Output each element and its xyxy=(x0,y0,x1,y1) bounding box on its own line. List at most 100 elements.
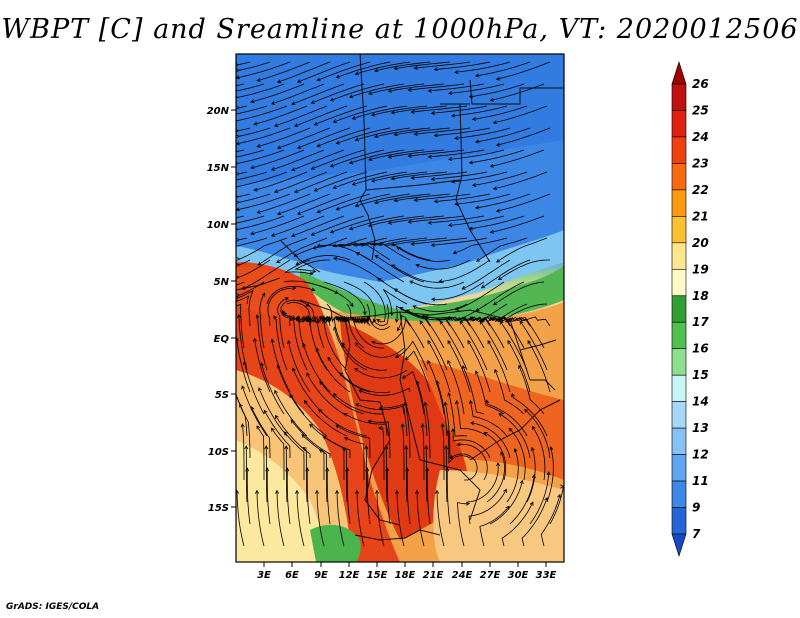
streamline-arrow xyxy=(384,445,389,450)
streamline-arrow xyxy=(260,362,265,367)
streamline xyxy=(378,427,385,480)
streamline xyxy=(466,462,499,503)
streamline-arrow xyxy=(354,367,359,372)
streamline-arrow xyxy=(309,423,314,428)
streamline xyxy=(408,149,465,157)
colorbar-swatch xyxy=(671,136,687,164)
streamline xyxy=(376,490,385,547)
colorbar-swatch xyxy=(671,242,687,270)
streamline xyxy=(379,403,408,437)
streamline-arrow xyxy=(438,279,443,284)
streamline xyxy=(306,372,345,415)
streamline-arrow xyxy=(396,246,401,251)
colorbar-label: 18 xyxy=(692,289,709,303)
streamline-arrow xyxy=(313,121,318,126)
streamline-arrow xyxy=(404,356,409,361)
streamline-arrow xyxy=(373,134,379,139)
streamline xyxy=(416,259,471,270)
streamline-arrow xyxy=(236,171,241,176)
streamline-arrow xyxy=(354,203,359,208)
streamline xyxy=(371,318,411,345)
streamline xyxy=(276,490,285,547)
streamline-arrow xyxy=(467,339,472,345)
streamline-arrow xyxy=(489,163,495,168)
streamline-arrow xyxy=(319,380,324,385)
streamline xyxy=(365,445,368,503)
lon-label-30e: 30E xyxy=(508,570,529,581)
streamline xyxy=(271,427,285,480)
lon-label-33e: 33E xyxy=(536,570,557,581)
streamline xyxy=(426,468,431,525)
streamline-arrow xyxy=(529,501,534,506)
streamline-arrow xyxy=(315,347,320,352)
streamline xyxy=(447,316,485,349)
streamline-arrow xyxy=(436,317,441,322)
streamline xyxy=(487,340,511,393)
streamline-arrow xyxy=(342,316,346,321)
colorbar-label: 19 xyxy=(692,262,709,276)
streamline xyxy=(406,309,445,349)
streamline-arrow xyxy=(243,360,247,366)
streamline-arrow xyxy=(365,467,370,472)
streamline-arrow xyxy=(258,387,262,392)
streamline-arrow xyxy=(447,359,451,365)
streamline xyxy=(256,425,265,480)
streamline xyxy=(479,320,508,371)
streamline-arrow xyxy=(301,434,306,439)
streamline-arrow xyxy=(335,74,340,79)
streamline-arrow xyxy=(496,462,501,467)
lon-tick: 12E xyxy=(339,562,360,581)
streamline xyxy=(475,127,531,143)
streamline xyxy=(302,447,308,503)
streamline xyxy=(527,340,551,393)
streamline-arrow xyxy=(387,88,392,93)
streamline xyxy=(342,316,365,349)
streamline xyxy=(428,83,485,92)
streamline-arrow xyxy=(359,243,364,247)
streamline xyxy=(382,288,408,316)
streamline-arrow xyxy=(413,197,418,202)
streamline xyxy=(472,105,528,120)
streamline-arrow xyxy=(489,97,495,102)
streamline xyxy=(257,61,311,82)
streamline-arrow xyxy=(236,299,239,303)
streamline xyxy=(457,443,488,481)
streamline-arrow xyxy=(492,120,498,125)
streamline-arrow xyxy=(427,220,432,225)
colorbar-label: 12 xyxy=(692,448,709,462)
streamline-arrow xyxy=(531,425,536,431)
streamline-arrow xyxy=(410,109,415,114)
colorbar-label: 14 xyxy=(692,395,709,409)
streamline xyxy=(250,149,305,169)
streamline xyxy=(355,193,411,207)
streamline xyxy=(402,423,405,480)
streamline-arrow xyxy=(255,314,260,319)
streamline-arrow xyxy=(433,199,438,204)
streamline-arrow xyxy=(252,337,258,342)
streamline xyxy=(476,237,528,262)
streamline xyxy=(265,445,268,503)
streamline-arrow xyxy=(236,161,239,165)
streamline xyxy=(363,281,386,323)
streamline-arrow xyxy=(410,175,415,180)
streamline xyxy=(388,215,445,224)
streamline-arrow xyxy=(371,178,376,183)
streamline-arrow xyxy=(341,447,347,452)
streamline xyxy=(396,490,405,547)
streamline-arrow xyxy=(275,414,279,420)
lat-label-10s: 10S xyxy=(208,447,229,458)
colorbar-label: 26 xyxy=(692,77,709,91)
streamline xyxy=(239,237,248,241)
streamline-arrow xyxy=(405,309,411,314)
streamline xyxy=(442,423,445,480)
streamline xyxy=(493,281,545,306)
streamline xyxy=(445,445,448,503)
streamline-arrow xyxy=(454,136,459,141)
streamline-arrow xyxy=(385,467,390,472)
streamline xyxy=(256,315,268,371)
streamline xyxy=(316,348,351,393)
streamline-arrow xyxy=(475,307,480,312)
streamline-arrow xyxy=(513,448,518,453)
streamline-arrow xyxy=(468,160,474,165)
colorbar-swatch xyxy=(671,163,687,191)
